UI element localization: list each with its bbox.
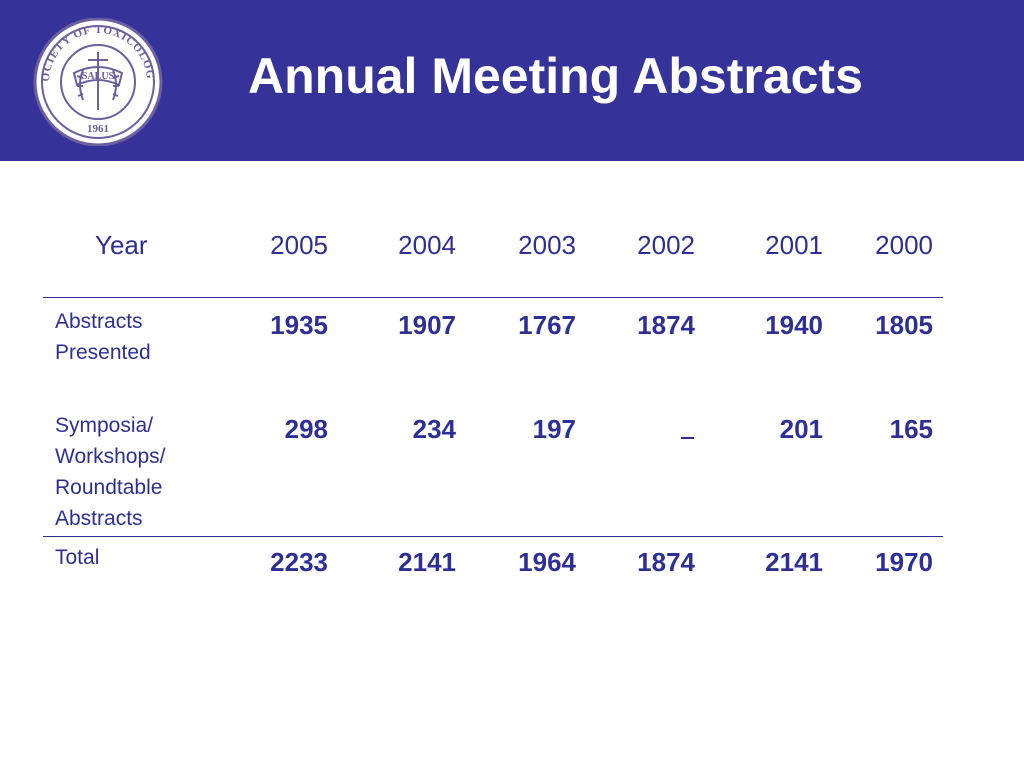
year-header-2005: 2005 [270, 230, 328, 260]
symposia-2005: 298 [284, 414, 328, 444]
year-header-2003: 2003 [518, 230, 576, 260]
label-line: Total [55, 546, 100, 569]
label-line: Roundtable [55, 476, 163, 499]
seal-year-text: 1961 [87, 123, 109, 135]
symposia-2001: 201 [779, 414, 823, 444]
total-2004: 2141 [398, 547, 456, 577]
empty-value-dash [681, 437, 694, 439]
year-header-2004: 2004 [398, 230, 456, 260]
header-divider [43, 297, 943, 298]
total-2002: 1874 [637, 547, 695, 577]
total-2003: 1964 [518, 547, 576, 577]
seal-banner-text: SALUS [82, 71, 115, 82]
abstracts-presented-2003: 1767 [518, 310, 576, 340]
label-line: Presented [55, 341, 151, 364]
page-title: Annual Meeting Abstracts [248, 48, 863, 104]
symposia-2000: 165 [889, 414, 933, 444]
abstracts-presented-2002: 1874 [637, 310, 695, 340]
label-line: Abstracts [55, 310, 143, 333]
abstracts-presented-label: Abstracts Presented [55, 306, 225, 368]
label-line: Abstracts [55, 507, 143, 530]
symposia-2004: 234 [412, 414, 456, 444]
header-band [0, 0, 1024, 161]
total-divider [43, 536, 943, 537]
year-header-2001: 2001 [765, 230, 823, 260]
total-2005: 2233 [270, 547, 328, 577]
symposia-workshops-roundtable-label: Symposia/ Workshops/ Roundtable Abstract… [55, 410, 225, 534]
total-2000: 1970 [875, 547, 933, 577]
society-seal-logo: SOCIETY OF TOXICOLOGY SALUS 1961 [33, 18, 163, 146]
year-column-header: Year [95, 230, 148, 260]
year-header-2002: 2002 [637, 230, 695, 260]
label-line: Workshops/ [55, 445, 166, 468]
abstracts-presented-2001: 1940 [765, 310, 823, 340]
year-header-2000: 2000 [875, 230, 933, 260]
abstracts-presented-2000: 1805 [875, 310, 933, 340]
label-line: Symposia/ [55, 414, 154, 437]
symposia-2003: 197 [532, 414, 576, 444]
total-2001: 2141 [765, 547, 823, 577]
abstracts-presented-2004: 1907 [398, 310, 456, 340]
total-label: Total [55, 542, 225, 573]
abstracts-presented-2005: 1935 [270, 310, 328, 340]
